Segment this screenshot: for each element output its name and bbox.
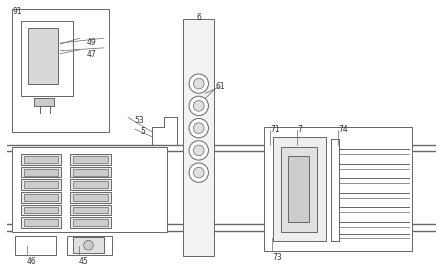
Text: 45: 45 [79,257,89,266]
Bar [12,9,109,132]
Bar [21,217,62,228]
Bar [70,204,111,215]
Bar [67,236,112,255]
Bar [21,21,73,96]
Circle shape [194,123,204,133]
Circle shape [194,100,204,111]
Bar [70,217,111,228]
Bar [21,204,62,215]
Bar [264,127,412,251]
Text: 73: 73 [272,253,282,262]
Bar [73,207,108,213]
Bar [73,194,108,201]
Circle shape [189,118,209,138]
Bar [70,154,111,165]
Bar [23,181,58,188]
Bar [288,156,309,222]
Bar [21,167,62,177]
Bar [28,28,58,84]
Bar [23,156,58,163]
Circle shape [194,78,204,89]
Circle shape [189,96,209,116]
Text: 71: 71 [270,125,280,134]
Text: 47: 47 [86,50,96,59]
Circle shape [189,141,209,160]
Bar [23,194,58,201]
Text: 46: 46 [27,257,36,266]
Bar [183,19,214,256]
Bar [21,192,62,203]
Circle shape [189,74,209,93]
Text: 5: 5 [141,127,146,136]
Bar [73,219,108,226]
Circle shape [194,167,204,178]
Text: 49: 49 [86,38,96,47]
Bar [34,98,54,106]
Bar [23,207,58,213]
Text: 74: 74 [338,125,348,134]
Bar [73,169,108,176]
Bar [70,167,111,177]
Text: 7: 7 [297,125,302,134]
Bar [15,236,55,255]
Bar [73,181,108,188]
Bar [281,147,317,232]
Circle shape [84,240,93,250]
Bar [73,156,108,163]
Bar [21,179,62,190]
Bar [70,192,111,203]
Text: 61: 61 [215,82,225,91]
Bar [23,169,58,176]
Circle shape [189,163,209,182]
Bar [12,147,167,232]
Circle shape [194,145,204,156]
Bar [70,179,111,190]
Bar [73,237,104,253]
Bar [21,154,62,165]
Text: 91: 91 [12,7,22,16]
Text: 6: 6 [197,13,202,22]
Bar [23,219,58,226]
Text: 53: 53 [134,116,144,125]
Bar [273,137,326,241]
